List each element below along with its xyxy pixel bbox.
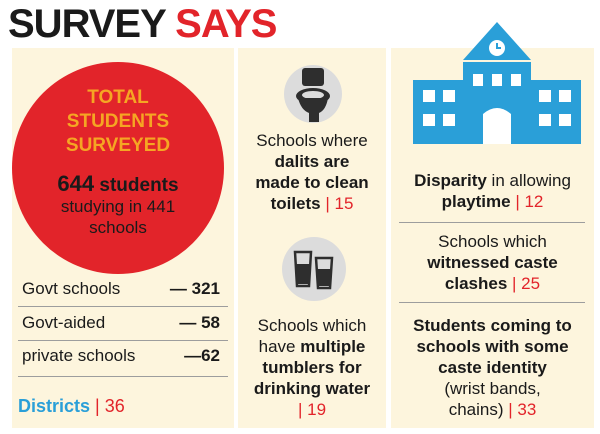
title-says: SAYS — [175, 2, 277, 46]
row-divider — [18, 376, 228, 377]
tumblers-line1: Schools which — [257, 316, 367, 335]
tumblers-line2b: multiple — [300, 337, 366, 356]
tumblers-line4: drinking water — [253, 379, 371, 398]
toilets-line4: toilets — [270, 194, 321, 213]
tumblers-separator: | — [297, 400, 303, 419]
playtime-value: 12 — [524, 192, 544, 211]
row-value: — 58 — [179, 313, 220, 332]
playtime-separator: | — [515, 192, 520, 211]
row-divider — [18, 306, 228, 307]
row-govt-aided: Govt-aided — 58 — [18, 313, 230, 341]
row-label: Govt-aided — [22, 313, 106, 332]
toilets-value: 15 — [334, 194, 354, 213]
toilets-line2: dalits are — [274, 152, 350, 171]
right-divider-2 — [399, 302, 585, 303]
school-building-icon — [413, 22, 581, 144]
playtime-line2: playtime — [441, 192, 511, 211]
total-heading: TOTAL STUDENTS SURVEYED — [12, 86, 224, 158]
identity-line5: chains) — [448, 400, 504, 419]
clashes-value: 25 — [521, 274, 541, 293]
total-students-number: 644 — [57, 171, 95, 196]
identity-line2: schools with some — [416, 337, 569, 356]
toilets-stat: Schools where dalits are made to clean t… — [238, 130, 386, 214]
toilets-line3: made to clean — [255, 173, 369, 192]
total-heading-line2: STUDENTS — [66, 111, 170, 132]
toilets-line1: Schools where — [256, 131, 368, 150]
identity-stat: Students coming to schools with some cas… — [391, 315, 594, 420]
row-label: Govt schools — [22, 279, 121, 298]
identity-line3: caste identity — [438, 358, 547, 377]
total-students-circle — [12, 62, 224, 274]
identity-value: 33 — [517, 400, 537, 419]
tumblers-value: 19 — [307, 400, 327, 419]
clashes-line3: clashes — [444, 274, 508, 293]
identity-line4: (wrist bands, — [444, 379, 541, 398]
total-students-line3: schools — [89, 218, 147, 237]
row-govt-schools: Govt schools — 321 — [18, 279, 230, 307]
districts-stat: Districts | 36 — [18, 396, 125, 417]
total-students-word: students — [99, 175, 179, 196]
playtime-stat: Disparity in allowing playtime | 12 — [391, 170, 594, 212]
title-survey: SURVEY — [8, 2, 166, 46]
clashes-stat: Schools which witnessed caste clashes | … — [391, 231, 594, 294]
tumblers-line2a: have — [258, 337, 296, 356]
tumblers-line3: tumblers for — [262, 358, 362, 377]
row-value: — 321 — [169, 279, 220, 298]
clashes-line1: Schools which — [438, 232, 547, 251]
identity-line1: Students coming to — [413, 316, 572, 335]
page-title: SURVEY SAYS — [8, 2, 277, 46]
row-private-schools: private schools —62 — [18, 346, 230, 374]
districts-separator: | — [95, 396, 100, 416]
total-heading-line3: SURVEYED — [65, 135, 171, 156]
total-students-line2: studying in 441 — [60, 197, 176, 216]
total-heading-line1: TOTAL — [87, 87, 149, 108]
toilets-separator: | — [325, 194, 330, 213]
playtime-line1b: in allowing — [491, 171, 571, 190]
tumblers-stat: Schools which have multiple tumblers for… — [238, 315, 386, 420]
identity-separator: | — [508, 400, 513, 419]
districts-value: 36 — [104, 396, 125, 416]
districts-label: Districts — [18, 396, 91, 416]
toilet-icon — [284, 65, 342, 123]
clashes-line2: witnessed caste — [427, 253, 558, 272]
row-label: private schools — [22, 346, 136, 365]
row-divider — [18, 340, 228, 341]
tumblers-icon — [282, 237, 346, 301]
total-students-count: 644 students — [12, 172, 224, 198]
right-divider-1 — [399, 222, 585, 223]
row-value: —62 — [184, 346, 220, 365]
playtime-line1a: Disparity — [414, 171, 487, 190]
clashes-separator: | — [512, 274, 517, 293]
